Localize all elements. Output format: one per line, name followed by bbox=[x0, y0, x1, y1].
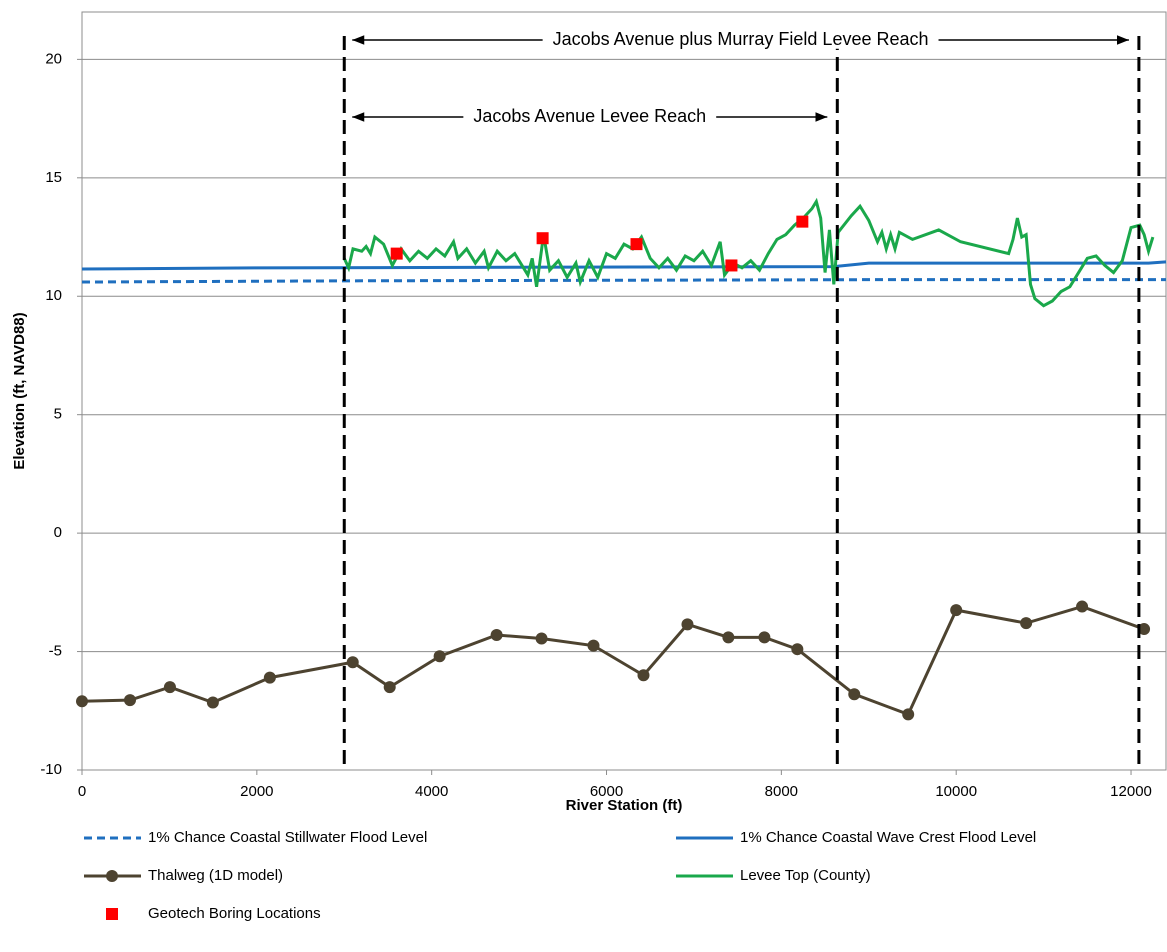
marker bbox=[902, 708, 915, 721]
y-tick-label: -5 bbox=[49, 643, 62, 660]
marker bbox=[1020, 617, 1033, 630]
marker bbox=[433, 650, 446, 663]
marker bbox=[490, 628, 503, 641]
marker bbox=[535, 632, 548, 645]
marker bbox=[950, 604, 963, 617]
x-tick-label: 0 bbox=[78, 783, 86, 800]
legend-label: 1% Chance Coastal Wave Crest Flood Level bbox=[740, 829, 1036, 846]
y-tick-label: -10 bbox=[40, 761, 62, 778]
legend-entry: Levee Top (County) bbox=[676, 867, 871, 884]
marker bbox=[263, 671, 276, 684]
reach-label-bg bbox=[542, 28, 939, 49]
series-line bbox=[81, 260, 1167, 271]
x-tick-label: 6000 bbox=[590, 783, 623, 800]
x-tick-label: 4000 bbox=[415, 783, 448, 800]
marker bbox=[587, 639, 600, 652]
legend-entry: Geotech Boring Locations bbox=[106, 905, 321, 922]
y-tick-label: 0 bbox=[54, 524, 62, 541]
y-tick-label: 5 bbox=[54, 406, 62, 423]
y-tick-label: 10 bbox=[45, 287, 62, 304]
marker bbox=[346, 656, 359, 669]
legend-entry: 1% Chance Coastal Stillwater Flood Level bbox=[84, 829, 427, 846]
reach-label-bg bbox=[463, 105, 717, 126]
marker bbox=[1138, 623, 1151, 636]
marker bbox=[163, 681, 176, 694]
marker bbox=[123, 694, 136, 707]
x-tick-label: 8000 bbox=[765, 783, 798, 800]
marker bbox=[383, 681, 396, 694]
x-tick-label: 2000 bbox=[240, 783, 273, 800]
marker bbox=[791, 643, 804, 656]
marker bbox=[76, 695, 88, 708]
marker bbox=[681, 618, 694, 631]
x-tick-label: 10000 bbox=[935, 783, 977, 800]
x-axis-title: River Station (ft) bbox=[566, 797, 683, 814]
y-axis-title: Elevation (ft, NAVD88) bbox=[11, 312, 28, 469]
marker bbox=[725, 259, 738, 272]
legend-entry: 1% Chance Coastal Wave Crest Flood Level bbox=[676, 829, 1036, 846]
series-line bbox=[342, 197, 1155, 308]
legend-label: Geotech Boring Locations bbox=[148, 905, 321, 922]
legend-label: Thalweg (1D model) bbox=[148, 867, 283, 884]
y-tick-label: 20 bbox=[45, 50, 62, 67]
marker bbox=[848, 688, 861, 701]
legend-marker bbox=[106, 908, 118, 920]
reach-label: Jacobs Avenue Levee Reach bbox=[473, 106, 706, 126]
plot-frame bbox=[81, 11, 1167, 771]
marker bbox=[796, 215, 809, 228]
marker bbox=[758, 631, 771, 644]
marker bbox=[206, 696, 219, 709]
legend-entry: Thalweg (1D model) bbox=[84, 867, 283, 884]
marker bbox=[722, 631, 735, 644]
y-tick-label: 15 bbox=[45, 169, 62, 186]
series-line bbox=[81, 604, 1145, 717]
marker bbox=[390, 247, 403, 260]
series-line bbox=[81, 278, 1166, 284]
legend-label: Levee Top (County) bbox=[740, 867, 871, 884]
marker bbox=[630, 238, 643, 251]
marker bbox=[637, 669, 650, 682]
marker bbox=[1076, 600, 1089, 613]
legend-marker bbox=[106, 870, 118, 882]
legend-label: 1% Chance Coastal Stillwater Flood Level bbox=[148, 829, 427, 846]
reach-label: Jacobs Avenue plus Murray Field Levee Re… bbox=[553, 29, 929, 49]
marker bbox=[536, 232, 549, 245]
x-tick-label: 12000 bbox=[1110, 783, 1152, 800]
